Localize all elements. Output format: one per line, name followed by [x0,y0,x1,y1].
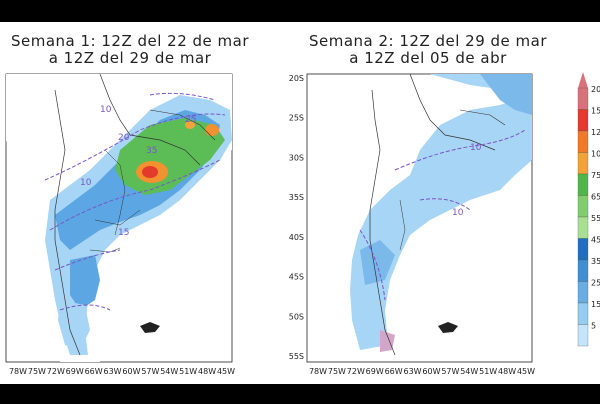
contour-label: 20 [118,133,130,143]
panel-title-week1: Semana 1: 12Z del 22 de mar a 12Z del 29… [0,33,275,67]
longitude-tick-label: 45W [517,367,535,376]
latitude-tick-label: 40S [289,233,304,242]
longitude-tick-label: 75W [28,367,46,376]
map-panel-week1: 10 35 20 25 15 10 [5,73,233,363]
colorbar-label: 150 [591,107,600,116]
colorbar-segment [577,173,589,196]
precip-100-ne [205,124,219,136]
longitude-tick-label: 63W [403,367,421,376]
longitude-tick-labels-right: 78W 75W 72W 69W 66W 63W 60W 57W 54W 51W 48W 45W [309,367,535,376]
longitude-tick-label: 66W [385,367,403,376]
panel-title-line2: a 12Z del 05 de abr [349,49,507,67]
longitude-tick-label: 51W [479,367,497,376]
longitude-tick-label: 60W [422,367,440,376]
contour-label: 15 [118,228,129,238]
colorbar-extend-arrow [578,72,588,88]
precip-5-15 [350,74,532,350]
longitude-tick-label: 57W [141,367,159,376]
longitude-tick-label: 69W [66,367,84,376]
longitude-tick-label: 45W [217,367,235,376]
panel-title-week2: Semana 2: 12Z del 29 de mar a 12Z del 05… [283,33,573,67]
latitude-tick-label: 55S [289,352,304,361]
latitude-tick-label: 45S [289,273,304,282]
contour-label: 10 [452,208,464,218]
precipitation-colorbar: 200 150 125 100 75 65 55 45 35 25 15 5 [577,72,600,347]
colorbar-label: 15 [591,300,600,309]
longitude-tick-label: 54W [160,367,178,376]
latitude-tick-label: 30S [289,153,304,162]
colorbar-label: 100 [591,150,600,159]
colorbar-segment [577,324,589,347]
longitude-tick-label: 48W [198,367,216,376]
colorbar-segment [577,130,589,153]
colorbar-label: 65 [591,193,600,202]
contour-label: 10 [100,105,112,115]
colorbar-label: 125 [591,128,600,137]
longitude-tick-label: 69W [366,367,384,376]
longitude-tick-labels-left: 78W 75W 72W 69W 66W 63W 60W 57W 54W 51W 48W 45W [9,367,235,376]
colorbar-segment [577,152,589,175]
longitude-tick-label: 66W [85,367,103,376]
longitude-tick-label: 78W [309,367,327,376]
colorbar-segment [577,216,589,239]
latitude-tick-label: 20S [289,74,304,83]
longitude-tick-label: 78W [9,367,27,376]
longitude-tick-label: 54W [460,367,478,376]
longitude-tick-label: 75W [328,367,346,376]
latitude-tick-label: 35S [289,193,304,202]
colorbar-segment [577,259,589,282]
colorbar-segment [577,302,589,325]
colorbar-label: 5 [591,322,596,331]
colorbar-segment [577,195,589,218]
panel-title-line2: a 12Z del 29 de mar [48,49,212,67]
colorbar-segment [577,281,589,304]
contour-label: 10 [470,143,482,153]
colorbar-segment [577,238,589,261]
longitude-tick-label: 51W [179,367,197,376]
longitude-tick-label: 60W [122,367,140,376]
colorbar-segment [577,87,589,110]
longitude-tick-label: 63W [103,367,121,376]
colorbar-label: 25 [591,279,600,288]
latitude-tick-label: 25S [289,114,304,123]
colorbar-label: 45 [591,236,600,245]
colorbar-label: 35 [591,257,600,266]
colorbar-label: 200 [591,85,600,94]
contour-label: 25 [185,115,196,125]
latitude-tick-labels: 20S 25S 30S 35S 40S 45S 50S 55S [289,74,304,361]
longitude-tick-label: 48W [498,367,516,376]
contour-label: 35 [146,146,157,156]
colorbar-label: 55 [591,214,600,223]
colorbar-label: 75 [591,171,600,180]
map-panel-week2: 10 10 [306,73,533,363]
precip-150 [142,166,158,178]
colorbar-segment [577,109,589,132]
contour-label: 10 [80,178,92,188]
longitude-tick-label: 57W [441,367,459,376]
precip-25-35 [480,74,532,115]
latitude-tick-label: 50S [289,312,304,321]
panel-title-line1: Semana 2: 12Z del 29 de mar [308,32,548,50]
longitude-tick-label: 72W [347,367,365,376]
longitude-tick-label: 72W [47,367,65,376]
panel-title-line1: Semana 1: 12Z del 22 de mar [10,32,250,50]
